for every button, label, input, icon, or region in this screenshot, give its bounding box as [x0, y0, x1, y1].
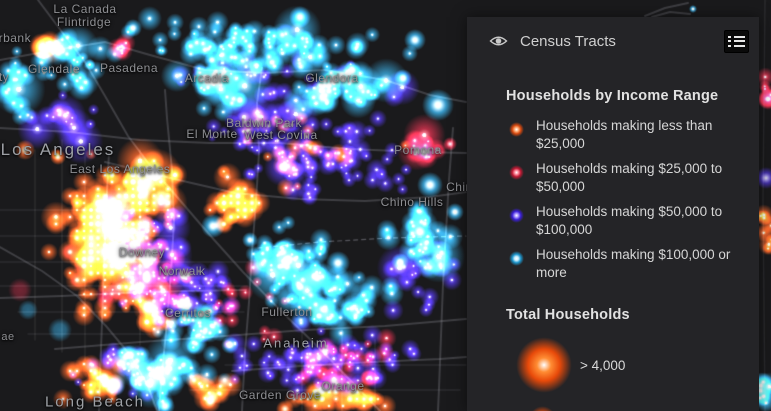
legend-list-icon [728, 33, 745, 49]
legend-section-title: Households by Income Range [506, 88, 719, 104]
census-tracts-panel: Census Tracts Households by Income Range… [467, 17, 759, 411]
legend-item: Households making $25,000 to $50,000 [509, 160, 741, 196]
legend-swatch-dot [509, 165, 524, 180]
legend-item: Households making $50,000 to $100,000 [509, 203, 741, 239]
legend-items: Households making less than $25,000 Hous… [509, 117, 741, 289]
legend-item-label: Households making less than $25,000 [536, 118, 713, 151]
legend-swatch-dot [509, 208, 524, 223]
legend-list-button[interactable] [724, 29, 749, 53]
legend-swatch-dot [509, 122, 524, 137]
legend-item-label: Households making $50,000 to $100,000 [536, 204, 723, 237]
panel-title: Census Tracts [520, 32, 616, 50]
legend-item: Households making $100,000 or more [509, 246, 741, 282]
legend-item: Households making less than $25,000 [509, 117, 741, 153]
legend-swatch-dot [509, 251, 524, 266]
total-symbol-label: > 4,000 [580, 358, 626, 373]
total-symbol-dot [516, 337, 572, 393]
legend-item-label: Households making $100,000 or more [536, 247, 731, 280]
layer-visibility-eye-icon[interactable] [489, 34, 508, 48]
legend-item-label: Households making $25,000 to $50,000 [536, 161, 723, 194]
panel-header: Census Tracts [489, 27, 749, 55]
partial-symbol-dot [529, 406, 556, 411]
total-households-title: Total Households [506, 307, 630, 323]
